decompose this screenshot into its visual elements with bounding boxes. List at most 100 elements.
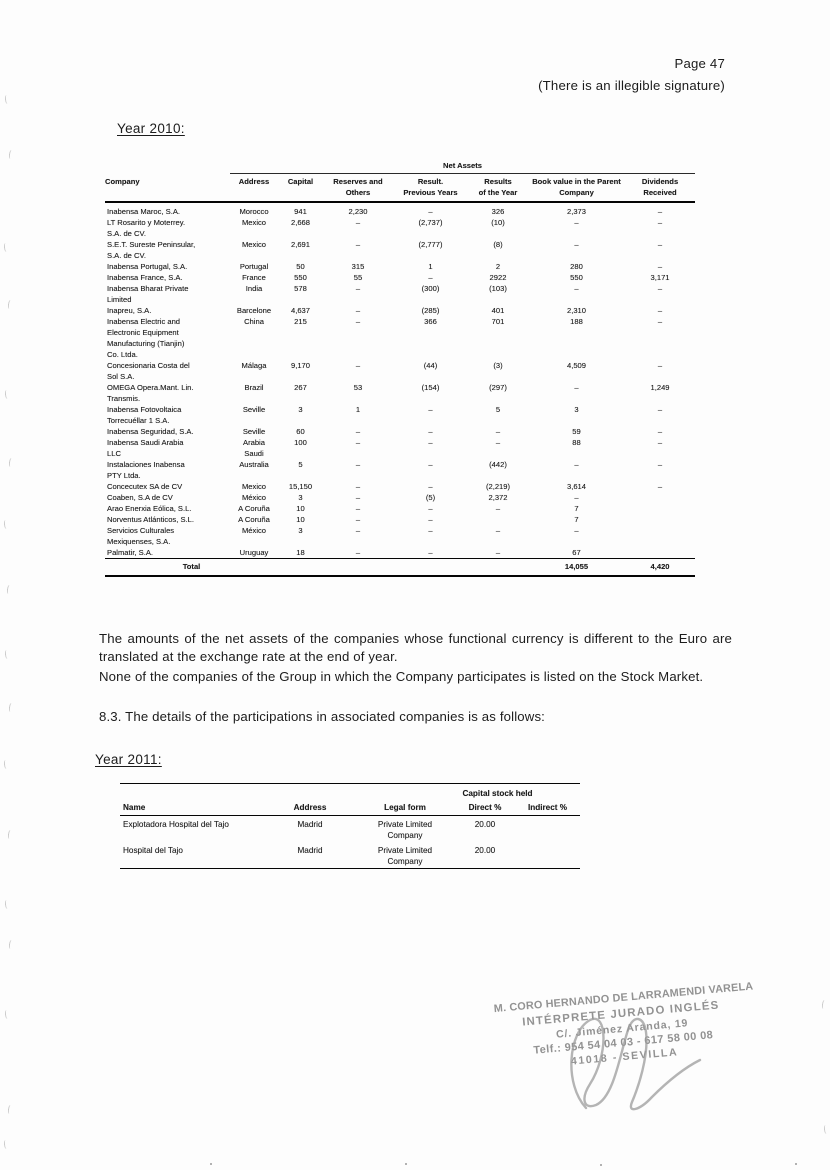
cell-company: Inabensa Saudi Arabia LLC [107, 438, 184, 458]
cell-prev_years: – [428, 273, 433, 282]
cell-reserves: – [355, 504, 361, 513]
cell-dividends: – [657, 317, 663, 326]
empty-corner-cell [105, 160, 230, 174]
net-assets-group-row: Net Assets [105, 160, 696, 174]
cell-book_value: – [574, 383, 579, 392]
cell-address: France [242, 273, 266, 282]
cell-results_year: – [495, 427, 501, 436]
scan-artifact [6, 584, 12, 595]
table-row: Inabensa Saudi Arabia LLC Arabia Saudi 100… [105, 437, 695, 459]
cell-dividends [625, 547, 695, 559]
cell-direct_pct: 20.00 [474, 846, 496, 855]
cell-results_year: 701 [491, 317, 505, 326]
cell-capital: 18 [296, 548, 305, 557]
cell-address: México [241, 526, 267, 535]
cell-reserves: – [355, 218, 361, 227]
paragraph-net-assets: The amounts of the net assets of the com… [99, 631, 732, 664]
page-number: Page 47 [674, 56, 725, 71]
total-label: Total [105, 558, 278, 577]
cell-address: Australia [239, 460, 269, 469]
cell-book_value: 280 [570, 262, 583, 271]
cell-dividends [625, 492, 695, 503]
cell-name: Hospital del Tajo [123, 846, 183, 855]
cell-results_year: 2922 [489, 273, 507, 282]
column-header-dividends: Dividends Received [625, 173, 696, 203]
cell-company: Inabensa Portugal, S.A. [107, 262, 188, 271]
scan-artifact [8, 457, 14, 468]
cell-indirect_pct [515, 816, 580, 843]
cell-reserves: – [355, 284, 361, 293]
cell-results_year: (442) [489, 460, 507, 469]
column-header-direct-pct: Direct % [455, 801, 515, 816]
cell-dividends: – [657, 207, 663, 216]
cell-reserves: – [355, 438, 361, 447]
cell-prev_years: (44) [423, 361, 438, 370]
cell-company: Concecutex SA de CV [107, 482, 183, 491]
table-row: Coaben, S.A de CV México 3 – (5) 2,372 – [105, 492, 695, 503]
cell-address: A Coruña [238, 504, 270, 513]
scan-artifact [3, 1139, 9, 1150]
scan-artifact [4, 649, 10, 660]
cell-prev_years: – [428, 482, 433, 491]
cell-capital: 267 [294, 383, 307, 392]
scan-artifact [405, 1163, 407, 1165]
scan-artifact [823, 1124, 829, 1135]
cell-prev_years: – [428, 405, 433, 414]
cell-reserves: – [355, 361, 361, 370]
cell-legal_form: Private Limited Company [377, 846, 433, 866]
cell-dividends: – [657, 405, 663, 414]
cell-capital: 10 [296, 504, 305, 513]
cell-book_value: 4,509 [566, 361, 586, 370]
cell-company: Arao Enerxia Eólica, S.L. [107, 504, 192, 513]
cell-dividends [625, 525, 695, 547]
scan-artifact [4, 899, 10, 910]
cell-reserves: – [355, 515, 361, 524]
cell-book_value: – [574, 240, 579, 249]
signature-note: (There is an illegible signature) [538, 78, 725, 93]
cell-indirect_pct [515, 842, 580, 869]
cell-address: Mexico [241, 218, 267, 227]
cell-company: Inabensa Electric and Electronic Equipme… [107, 317, 185, 359]
cell-dividends: – [657, 460, 663, 469]
cell-prev_years: (300) [421, 284, 440, 293]
cell-direct_pct: 20.00 [474, 820, 496, 829]
cell-address: China [244, 317, 264, 326]
scan-artifact [7, 829, 13, 840]
cell-reserves: – [355, 427, 361, 436]
paragraph-8-3: 8.3. The details of the participations i… [99, 708, 545, 724]
cell-capital: 2,668 [290, 218, 310, 227]
cell-book_value: 7 [574, 504, 579, 513]
cell-results_year: (103) [489, 284, 507, 293]
cell-prev_years: 1 [428, 262, 433, 271]
cell-company: Inabensa Bharat Private Limited [107, 284, 189, 304]
scan-artifact [8, 149, 14, 160]
year-2011-heading: Year 2011: [95, 752, 162, 767]
cell-dividends: – [657, 240, 663, 249]
column-header-reserves: Reserves and Others [323, 173, 393, 203]
cell-address: Mexico [241, 240, 267, 249]
scan-artifact [600, 1164, 602, 1166]
cell-book_value: 88 [572, 438, 581, 447]
cell-book_value: 2,373 [566, 207, 586, 216]
cell-reserves: 55 [353, 273, 363, 282]
cell-book_value: 188 [570, 317, 583, 326]
cell-book_value: 67 [572, 548, 581, 557]
cell-capital: 3 [298, 493, 303, 502]
cell-company: Concesionaria Costa del Sol S.A. [107, 361, 190, 381]
table-row: Inabensa France, S.A. France 550 55 – 2922 550… [105, 272, 695, 283]
year-2010-heading: Year 2010: [117, 121, 185, 136]
cell-results_year: 5 [495, 405, 501, 414]
cell-reserves: – [355, 240, 361, 249]
cell-capital: 50 [296, 262, 305, 271]
cell-address: Madrid [297, 846, 323, 855]
scan-artifact [210, 1163, 212, 1165]
column-header-address: Address [230, 173, 278, 203]
table-row: Hospital del Tajo Madrid Private Limited C… [120, 842, 580, 869]
table-row: LT Rosarito y Moterrey. S.A. de CV. Mexic… [105, 217, 695, 239]
cell-dividends: – [657, 427, 663, 436]
column-header-company: Company [105, 173, 230, 203]
cell-capital: 2,691 [290, 240, 310, 249]
cell-capital: 15,150 [288, 482, 313, 491]
cell-company: OMEGA Opera.Mant. Lin. Transmis. [107, 383, 194, 403]
cell-address: Arabia Saudi [243, 438, 265, 458]
